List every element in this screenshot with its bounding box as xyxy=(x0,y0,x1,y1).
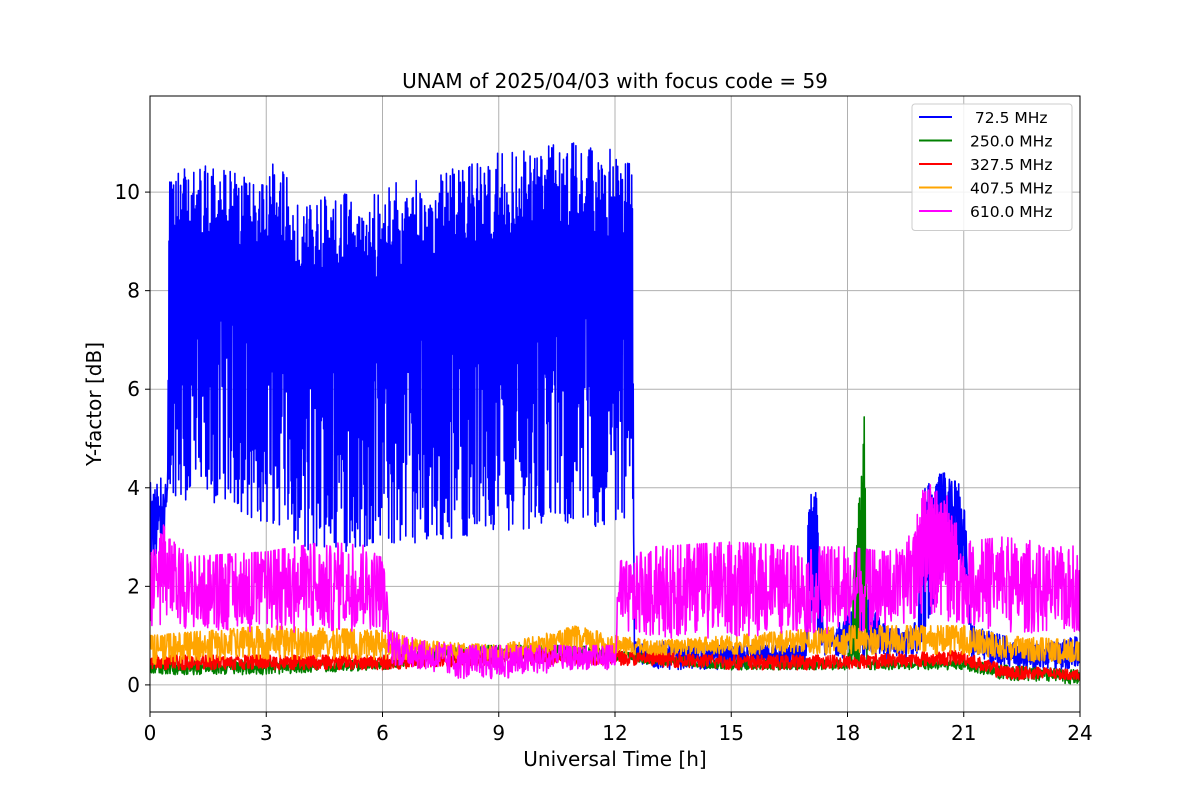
legend: 72.5 MHz 250.0 MHz 327.5 MHz 407.5 MHz 610.0… xyxy=(911,103,1073,231)
x-tick-label: 9 xyxy=(492,721,505,745)
x-tick-label: 21 xyxy=(951,721,976,745)
series-line-610-0-mhz xyxy=(150,484,1080,680)
y-tick-label: 8 xyxy=(127,279,140,303)
legend-item: 610.0 MHz xyxy=(919,203,1052,221)
x-tick-label: 0 xyxy=(144,721,157,745)
x-axis-label: Universal Time [h] xyxy=(523,747,706,771)
legend-item: 407.5 MHz xyxy=(919,180,1052,198)
legend-label: 72.5 MHz xyxy=(970,109,1048,127)
y-tick-label: 6 xyxy=(127,377,140,401)
y-tick-label: 4 xyxy=(127,476,140,500)
series-group xyxy=(150,142,1080,685)
series-line-72-5-mhz xyxy=(150,142,1080,671)
chart-title: UNAM of 2025/04/03 with focus code = 59 xyxy=(402,69,828,93)
x-tick-label: 15 xyxy=(719,721,744,745)
legend-label: 327.5 MHz xyxy=(970,156,1052,174)
y-axis-label: Y-factor [dB] xyxy=(82,342,106,467)
x-tick-label: 24 xyxy=(1067,721,1092,745)
x-tick-label: 18 xyxy=(835,721,860,745)
legend-item: 327.5 MHz xyxy=(919,156,1052,174)
y-tick-label: 2 xyxy=(127,574,140,598)
legend-label: 250.0 MHz xyxy=(970,133,1052,151)
legend-box xyxy=(911,103,1073,231)
legend-label: 407.5 MHz xyxy=(970,180,1052,198)
legend-item: 72.5 MHz xyxy=(919,109,1048,127)
x-tick-label: 12 xyxy=(602,721,627,745)
x-tick-label: 6 xyxy=(376,721,389,745)
legend-label: 610.0 MHz xyxy=(970,203,1052,221)
legend-item: 250.0 MHz xyxy=(919,133,1052,151)
y-tick-label: 10 xyxy=(115,180,140,204)
y-tick-label: 0 xyxy=(127,673,140,697)
x-tick-label: 3 xyxy=(260,721,273,745)
